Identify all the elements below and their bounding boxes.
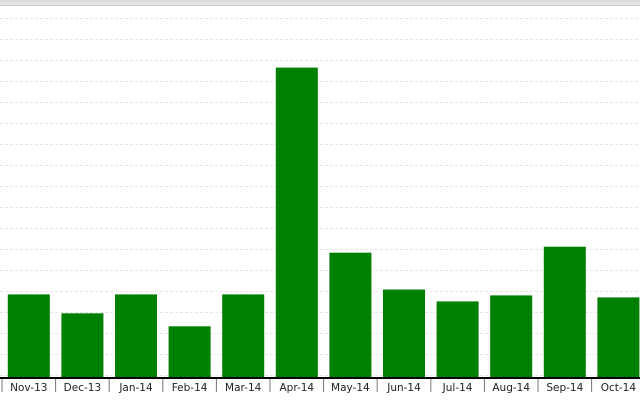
bar-oct-14 <box>597 297 640 378</box>
bar-nov-13 <box>7 294 50 378</box>
bar-mar-14 <box>222 294 265 378</box>
x-tick-label: May-14 <box>331 382 370 394</box>
x-tick-label: Feb-14 <box>172 382 208 394</box>
bar-dec-13 <box>61 313 104 378</box>
x-tick-label: Jun-14 <box>386 382 421 394</box>
bar-jun-14 <box>383 289 425 378</box>
bar-may-14 <box>329 252 372 378</box>
x-tick-label: Nov-13 <box>10 382 47 394</box>
bar-aug-14 <box>490 295 533 378</box>
bar-apr-14 <box>275 67 318 378</box>
x-tick-label: Apr-14 <box>279 382 314 394</box>
bar-jul-14 <box>436 301 479 378</box>
x-axis-ticks: Nov-13 Dec-13 Jan-14 Feb-14 Mar-14 Apr-14 May-… <box>1 379 637 394</box>
bars <box>7 67 640 378</box>
x-tick-label: Oct-14 <box>601 382 637 394</box>
x-tick-label: Sep-14 <box>546 382 583 394</box>
bar-feb-14 <box>168 326 211 378</box>
x-tick-label: Jul-14 <box>442 382 473 394</box>
x-tick-label: Mar-14 <box>225 382 262 394</box>
chart-top-border <box>0 0 640 6</box>
x-tick-label: Dec-13 <box>64 382 101 394</box>
x-tick-label: Aug-14 <box>492 382 530 394</box>
x-tick-label: Jan-14 <box>118 382 153 394</box>
gridlines <box>0 18 640 376</box>
bar-sep-14 <box>543 246 586 378</box>
bar-jan-14 <box>115 294 157 378</box>
